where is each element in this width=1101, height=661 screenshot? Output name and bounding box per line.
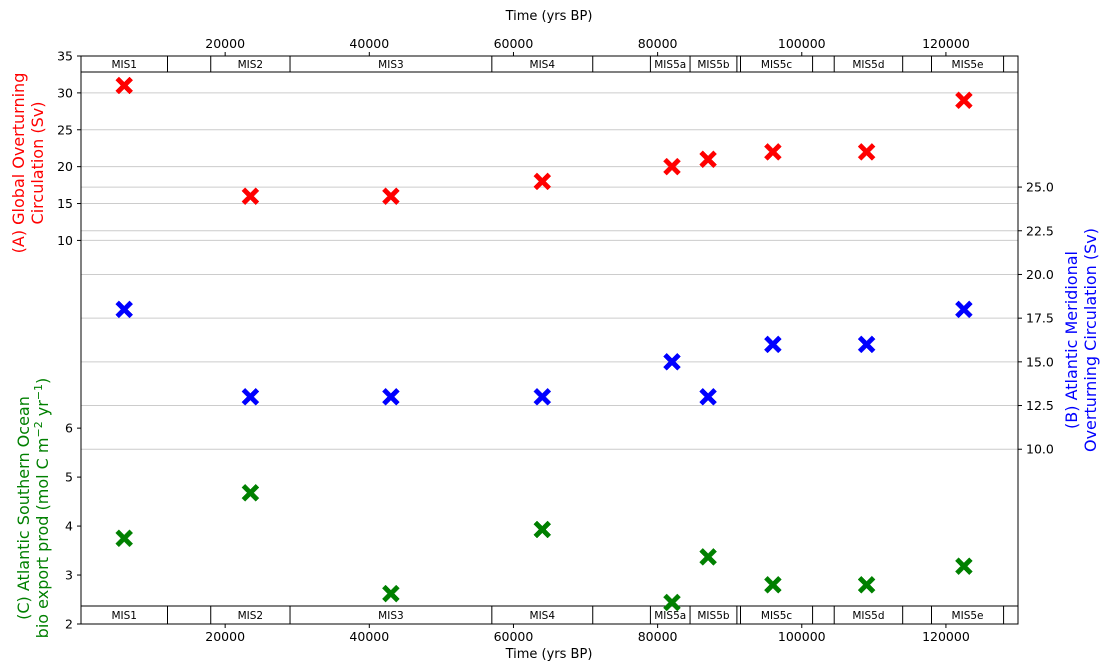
global-overturning-point bbox=[857, 143, 876, 161]
y-c-tick-label: 3 bbox=[65, 568, 73, 583]
amoc-point bbox=[533, 387, 552, 406]
y-c-tick-label: 2 bbox=[65, 617, 73, 632]
bio-export-point bbox=[857, 575, 876, 594]
y-a-tick-label: 35 bbox=[57, 49, 73, 64]
y-axis-b-label-line1: (B) Atlantic Meridional bbox=[1062, 251, 1081, 429]
y-axis-b-label: (B) Atlantic Meridional Overturning Circ… bbox=[1062, 228, 1100, 452]
global-overturning-point bbox=[241, 187, 260, 206]
bio-export-point bbox=[663, 593, 681, 612]
mis-label-bottom: MIS2 bbox=[238, 610, 264, 622]
mis-label-bottom: MIS5d bbox=[852, 610, 884, 622]
x-axis-ticks: 20000 20000 40000 40000 60000 60000 80000 80000… bbox=[205, 36, 970, 644]
y-b-tick-label: 10.0 bbox=[1026, 442, 1054, 457]
x-tick-label-bottom: 20000 bbox=[205, 629, 245, 644]
x-tick-label-bottom: 40000 bbox=[349, 629, 389, 644]
x-tick-label-bottom: 100000 bbox=[778, 629, 826, 644]
mis-label-top: MIS5b bbox=[697, 59, 730, 71]
global-overturning-point bbox=[955, 91, 973, 110]
amoc-point bbox=[699, 387, 717, 406]
amoc-point bbox=[382, 387, 400, 406]
y-axis-a-label-line2: Circulation (Sv) bbox=[28, 102, 47, 225]
x-axis-label-bottom: Time (yrs BP) bbox=[505, 647, 593, 661]
mis-label-bottom: MIS5a bbox=[654, 610, 686, 622]
plot-frame bbox=[80, 55, 1019, 625]
mis-band-strip-bottom: MIS1 MIS2 MIS3 MIS4 MIS5a MIS5b MIS5c MIS5d MIS5… bbox=[81, 605, 1018, 625]
mis-label-top: MIS2 bbox=[238, 59, 264, 71]
x-axis-label-top: Time (yrs BP) bbox=[505, 9, 593, 24]
y-b-tick-label: 12.5 bbox=[1026, 398, 1054, 413]
mis-band-strip-top: MIS1 MIS2 MIS3 MIS4 MIS5a MIS5b MIS5c MIS5d MIS5… bbox=[81, 55, 1018, 73]
global-overturning-point bbox=[533, 172, 552, 191]
global-overturning-point bbox=[115, 76, 134, 95]
x-tick-label-top: 120000 bbox=[922, 36, 970, 51]
x-tick-label-top: 40000 bbox=[349, 36, 389, 51]
y-axis-a-label: (A) Global Overturning Circulation (Sv) bbox=[9, 73, 47, 254]
bio-export-point bbox=[955, 557, 973, 576]
bio-export-point bbox=[764, 575, 782, 594]
x-tick-label-bottom: 120000 bbox=[922, 629, 970, 644]
bio-export-point bbox=[699, 548, 717, 566]
bio-export-point bbox=[115, 529, 134, 548]
amoc-point bbox=[955, 300, 973, 319]
bio-export-point bbox=[241, 483, 260, 502]
amoc-point bbox=[857, 335, 876, 354]
amoc-point bbox=[115, 300, 134, 319]
y-c-tick-label: 5 bbox=[65, 470, 73, 485]
y-axis-c-ticks: 2 3 4 5 6 bbox=[65, 421, 81, 632]
mis-label-top: MIS1 bbox=[111, 59, 137, 71]
x-tick-label-bottom: 60000 bbox=[494, 629, 534, 644]
y-b-tick-label: 20.0 bbox=[1026, 267, 1054, 282]
y-b-tick-label: 17.5 bbox=[1026, 311, 1054, 326]
mis-label-top: MIS5e bbox=[952, 59, 984, 71]
mis-label-bottom: MIS5b bbox=[697, 610, 730, 622]
amoc-point bbox=[241, 387, 260, 406]
y-a-tick-label: 15 bbox=[57, 196, 73, 211]
y-axis-b-label-line2: Overturning Circulation (Sv) bbox=[1081, 228, 1100, 452]
y-a-tick-label: 20 bbox=[57, 159, 73, 174]
y-b-tick-label: 22.5 bbox=[1026, 223, 1054, 238]
global-overturning-point bbox=[699, 150, 717, 169]
y-c-tick-label: 6 bbox=[65, 421, 73, 436]
mis-label-top: MIS5d bbox=[852, 59, 884, 71]
amoc-point bbox=[764, 335, 782, 354]
mis-label-bottom: MIS5c bbox=[761, 610, 793, 622]
mis-label-top: MIS4 bbox=[530, 59, 556, 71]
bio-export-point bbox=[533, 520, 552, 539]
mis-label-bottom: MIS5e bbox=[952, 610, 984, 622]
x-tick-label-top: 100000 bbox=[778, 36, 826, 51]
bio-export-point bbox=[382, 584, 400, 603]
mis-label-bottom: MIS4 bbox=[530, 610, 556, 622]
y-axis-b-ticks: 10.0 12.5 15.0 17.5 20.0 22.5 25.0 bbox=[1018, 180, 1054, 457]
mis-label-top: MIS5c bbox=[761, 59, 793, 71]
grid-lines bbox=[81, 92, 1018, 450]
y-axis-a-label-line1: (A) Global Overturning bbox=[9, 73, 28, 254]
x-tick-label-top: 20000 bbox=[205, 36, 245, 51]
y-a-tick-label: 10 bbox=[57, 233, 73, 248]
y-a-tick-label: 30 bbox=[57, 85, 73, 100]
y-axis-a-ticks: 10 15 20 25 30 35 bbox=[57, 49, 81, 248]
amoc-point bbox=[663, 352, 681, 371]
x-tick-label-top: 80000 bbox=[638, 36, 678, 51]
x-tick-label-bottom: 80000 bbox=[638, 629, 678, 644]
global-overturning-point bbox=[764, 143, 782, 161]
mis-label-top: MIS3 bbox=[378, 59, 404, 71]
y-c-tick-label: 4 bbox=[65, 519, 73, 534]
y-axis-c-label-line2: bio export prod (mol C m−2 yr−1) bbox=[32, 378, 52, 639]
y-b-tick-label: 15.0 bbox=[1026, 354, 1054, 369]
x-tick-label-top: 60000 bbox=[494, 36, 534, 51]
y-axis-c-label-line1: (C) Atlantic Southern Ocean bbox=[14, 396, 33, 620]
global-overturning-point bbox=[663, 157, 681, 176]
global-overturning-point bbox=[382, 187, 400, 206]
y-b-tick-label: 25.0 bbox=[1026, 180, 1054, 195]
y-a-tick-label: 25 bbox=[57, 122, 73, 137]
mis-label-bottom: MIS1 bbox=[111, 610, 137, 622]
y-axis-c-label: (C) Atlantic Southern Ocean bio export p… bbox=[14, 378, 52, 639]
mis-label-bottom: MIS3 bbox=[378, 610, 404, 622]
data-points bbox=[115, 76, 973, 612]
mis-label-top: MIS5a bbox=[654, 59, 686, 71]
